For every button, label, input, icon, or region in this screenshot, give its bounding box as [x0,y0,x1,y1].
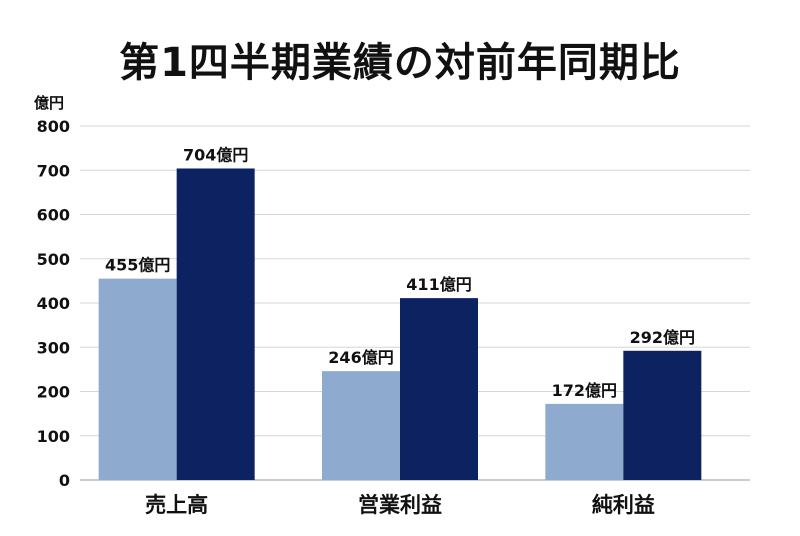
x-category-label: 純利益 [592,493,655,517]
y-tick-label: 800 [37,117,70,136]
data-label: 292億円 [630,328,695,347]
y-tick-label: 600 [37,206,70,225]
data-label: 411億円 [406,275,471,294]
bar [623,350,702,480]
y-axis-unit-label: 億円 [34,94,65,112]
bar [322,371,400,480]
x-category-label: 営業利益 [358,493,442,517]
data-labels: 455億円 704億円 246億円 411億円 172億円 292億円 [105,145,695,399]
bars [98,168,702,481]
y-tick-label: 400 [37,294,70,313]
data-label: 172億円 [552,381,617,400]
y-tick-label: 0 [59,471,70,490]
chart-title: 第1四半期業績の対前年同期比 [119,40,681,86]
x-category-label: 売上高 [145,493,208,517]
y-axis-ticks: 0 100 200 300 400 500 600 700 800 [37,117,70,490]
data-label: 704億円 [183,145,248,164]
data-label: 455億円 [105,256,170,275]
y-tick-label: 500 [37,250,70,269]
bar [545,403,624,480]
y-tick-label: 700 [37,161,70,180]
data-label: 246億円 [328,348,393,367]
y-tick-label: 100 [37,427,70,446]
bar [98,278,177,480]
bar [400,298,478,480]
y-tick-label: 300 [37,338,70,357]
x-axis-categories: 売上高 営業利益 純利益 [145,493,655,517]
y-tick-label: 200 [37,383,70,402]
bar [176,168,255,481]
